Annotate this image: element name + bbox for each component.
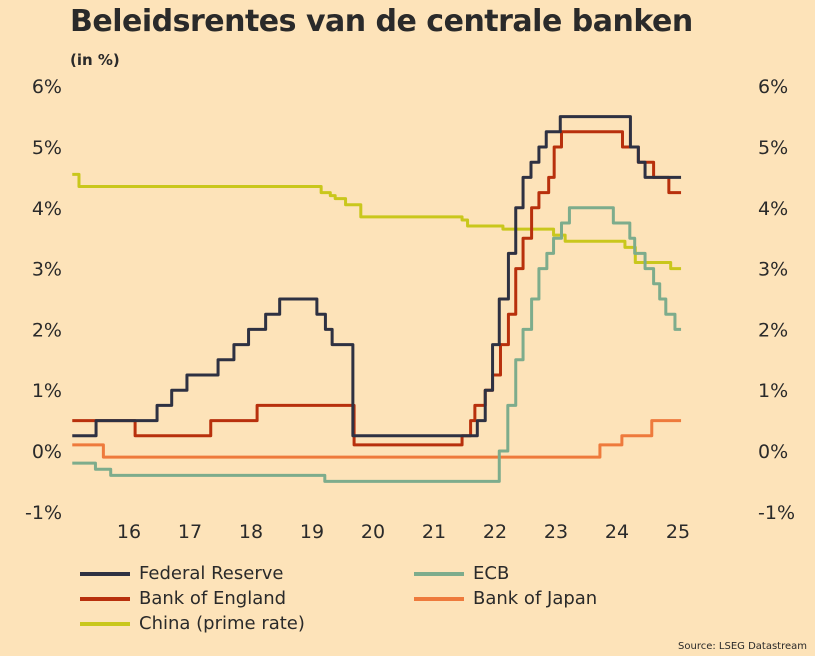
y-tick-label-right: 0% — [758, 441, 788, 463]
y-tick-label-left: 1% — [32, 380, 62, 402]
y-tick-label-right: 3% — [758, 259, 788, 281]
legend-label: Federal Reserve — [139, 563, 284, 584]
y-tick-label-right: 6% — [758, 76, 788, 98]
unit-label: (in %) — [70, 51, 120, 69]
legend-swatch — [80, 571, 130, 576]
series-line-china-prime-rate- — [72, 172, 682, 271]
x-tick-label: 17 — [178, 521, 202, 543]
legend-item-fed: Federal Reserve — [80, 563, 283, 584]
y-tick-label-right: 4% — [758, 198, 788, 220]
x-tick-label: 20 — [361, 521, 385, 543]
source-note: Source: LSEG Datastream — [678, 641, 807, 652]
legend-item-boj: Bank of Japan — [414, 588, 597, 609]
y-tick-label-left: 0% — [32, 441, 62, 463]
legend-item-china: China (prime rate) — [80, 613, 305, 634]
legend-label: China (prime rate) — [139, 613, 305, 634]
x-tick-label: 19 — [300, 521, 324, 543]
legend-swatch — [414, 571, 464, 576]
y-tick-label-left: 6% — [32, 76, 62, 98]
legend-swatch — [414, 596, 464, 601]
legend-item-ecb: ECB — [414, 563, 509, 584]
x-tick-label: 25 — [666, 521, 690, 543]
series-line-bank-of-japan — [72, 419, 682, 459]
chart-title: Beleidsrentes van de centrale banken — [70, 4, 693, 39]
y-tick-label-right: 2% — [758, 319, 788, 341]
legend-label: Bank of England — [139, 588, 287, 609]
y-tick-label-left: -1% — [25, 502, 62, 524]
x-tick-label: 22 — [483, 521, 507, 543]
x-tick-label: 24 — [605, 521, 629, 543]
series-line-bank-of-england — [72, 130, 682, 447]
y-tick-label-left: 2% — [32, 319, 62, 341]
y-tick-label-right: 1% — [758, 380, 788, 402]
legend-label: ECB — [473, 563, 510, 584]
y-tick-label-left: 4% — [32, 198, 62, 220]
y-tick-label-right: -1% — [758, 502, 795, 524]
legend-item-boe: Bank of England — [80, 588, 286, 609]
x-tick-label: 21 — [422, 521, 446, 543]
x-tick-label: 18 — [239, 521, 263, 543]
series-line-federal-reserve — [72, 115, 682, 438]
y-tick-label-left: 3% — [32, 259, 62, 281]
series-line-ecb — [72, 206, 682, 483]
x-tick-label: 23 — [544, 521, 568, 543]
y-tick-label-left: 5% — [32, 137, 62, 159]
legend-swatch — [80, 621, 130, 626]
x-tick-label: 16 — [117, 521, 141, 543]
legend-label: Bank of Japan — [473, 588, 598, 609]
legend-swatch — [80, 596, 130, 601]
y-tick-label-right: 5% — [758, 137, 788, 159]
